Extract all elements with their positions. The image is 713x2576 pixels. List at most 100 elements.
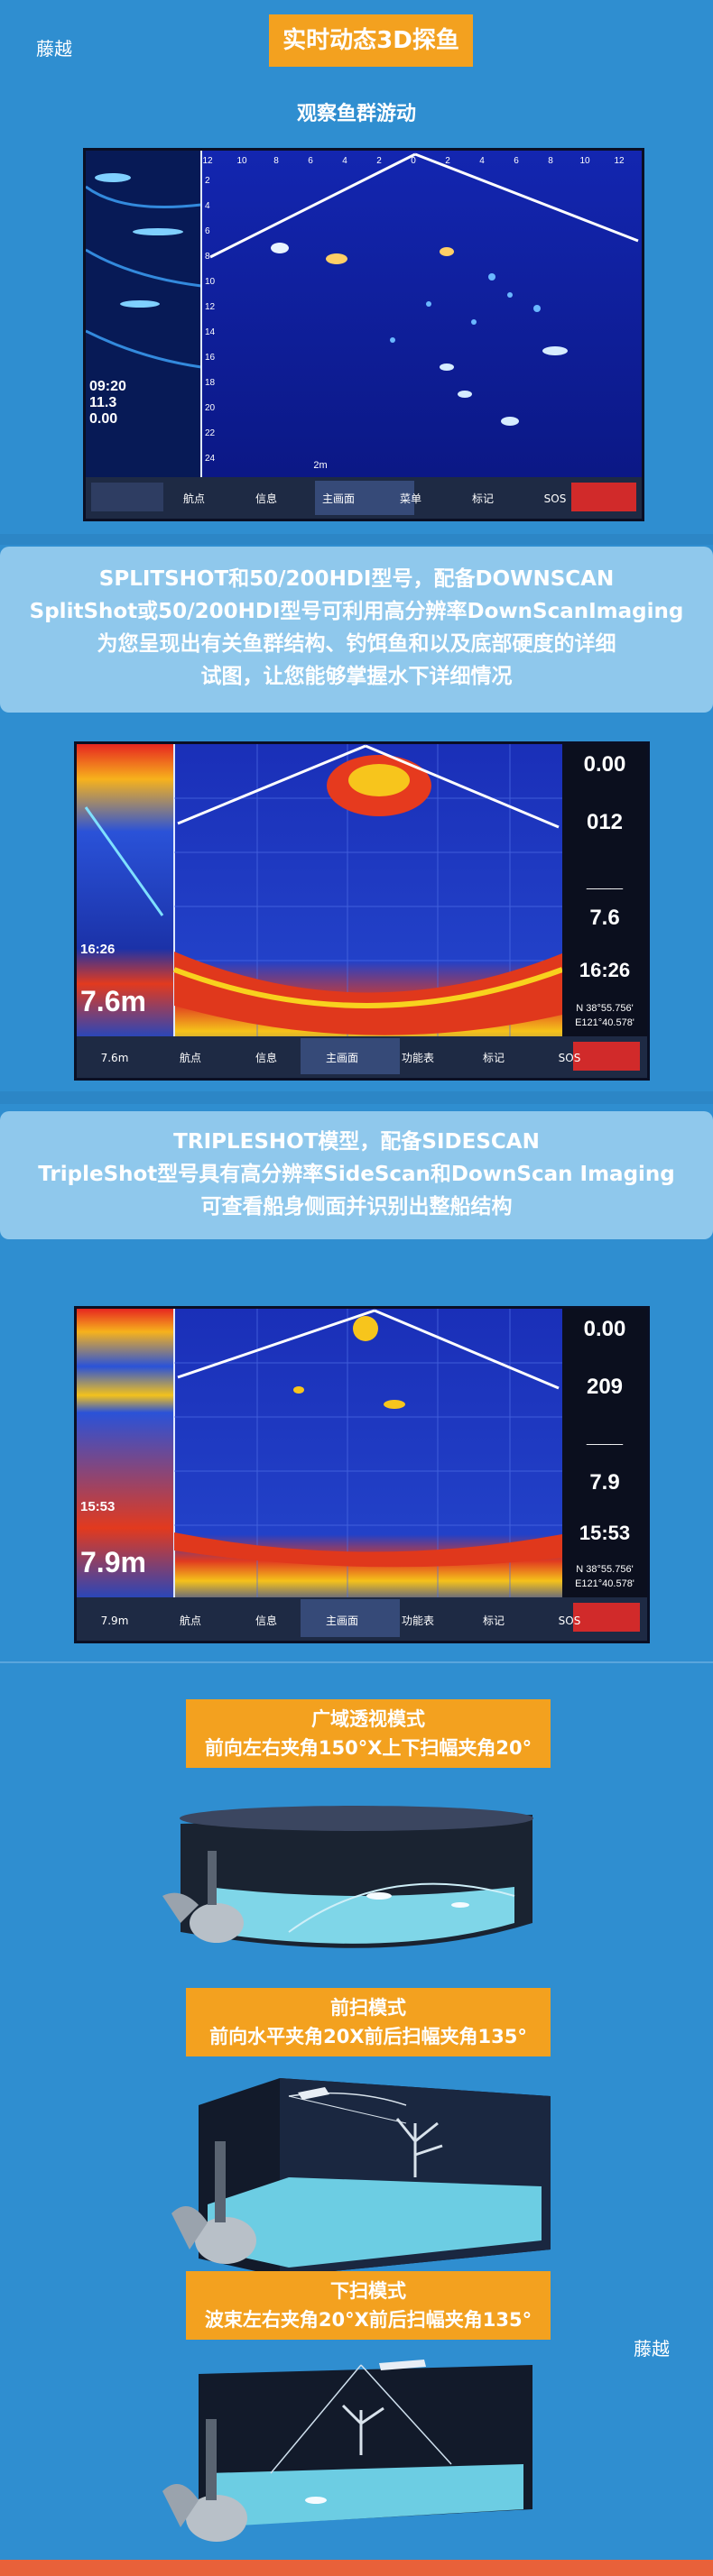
menu-button[interactable]: 7.9m xyxy=(101,1615,129,1627)
sonar-screen-1-graphic: 12 10 8 6 4 2 0 2 4 6 8 10 122468101214161820222409:… xyxy=(86,151,642,519)
section-divider xyxy=(0,534,713,545)
depth-tick-label: 14 xyxy=(205,327,216,337)
mode-tag-forward: 前扫模式 前向水平夹角20X前后扫幅夹角135° xyxy=(186,1988,551,2056)
data-panel-value: 7.9 xyxy=(589,1470,619,1495)
menu-button[interactable]: 主画面 xyxy=(326,1052,358,1064)
menu-button[interactable]: 功能表 xyxy=(402,1615,434,1627)
menu-button[interactable]: 信息 xyxy=(255,1051,277,1064)
data-panel-value: ___ xyxy=(586,1423,624,1448)
mode-tag-down: 下扫模式 波束左右夹角20°X前后扫幅夹角135° xyxy=(186,2271,551,2340)
menu-button[interactable]: 主画面 xyxy=(326,1615,358,1627)
time-readout: 16:26 xyxy=(80,942,115,957)
splitshot-panel: SPLITSHOT和50/200HDI型号，配备DOWNSCAN SplitSh… xyxy=(0,547,713,713)
history-strip xyxy=(77,744,174,1036)
menu-button[interactable]: 菜单 xyxy=(400,492,421,505)
depth-tick-label: 22 xyxy=(205,428,216,438)
beam-right xyxy=(365,744,560,829)
data-panel-value: 0.00 xyxy=(584,752,626,777)
menu-button[interactable]: 标记 xyxy=(483,1615,505,1627)
time-readout: 09:20 xyxy=(89,379,126,394)
range-tick-label: 2 xyxy=(445,156,450,166)
depth-tick-label: 2 xyxy=(205,176,210,186)
splitshot-line-1: SPLITSHOT和50/200HDI型号，配备DOWNSCAN xyxy=(98,567,615,591)
range-tick-label: 4 xyxy=(479,156,485,166)
depth-readout: 7.9m xyxy=(80,1546,146,1578)
history-strip xyxy=(77,1309,174,1597)
range-tick-label: 4 xyxy=(342,156,347,166)
menu-button[interactable]: 功能表 xyxy=(402,1052,434,1064)
sonar-screen-3-graphic: 15:53 7.9m 0.00 209 ___ 7.9 15:53 N 38°55.756' E… xyxy=(77,1309,647,1641)
bottom-contour xyxy=(174,1532,562,1568)
range-tick-label: 8 xyxy=(548,156,553,166)
fish-target xyxy=(542,346,568,355)
menu-button[interactable]: 标记 xyxy=(472,492,494,505)
sonar-screen-2: 16:26 7.6m 0.00 012 ___ 7.6 16:26 N 38°55.756' E… xyxy=(74,741,650,1081)
menu-button[interactable]: SOS xyxy=(559,1615,581,1627)
range-tick-label: 12 xyxy=(202,156,213,166)
depth-tick-label: 4 xyxy=(205,201,210,211)
range-tick-label: 0 xyxy=(411,156,416,166)
fish-target xyxy=(501,417,519,426)
depth-tick-label: 10 xyxy=(205,277,216,287)
data-panel-value: 012 xyxy=(587,810,623,834)
splitshot-line-2: SplitShot或50/200HDI型号可利用高分辨率DownScanImag… xyxy=(29,600,684,623)
menu-button[interactable]: SOS xyxy=(544,492,567,505)
temp-readout: 11.3 xyxy=(89,395,116,410)
fish-target xyxy=(293,1386,304,1394)
beam-right xyxy=(374,1309,560,1390)
tripleshot-line-2: TripleShot型号具有高分辨率SideScan和DownScan Imag… xyxy=(38,1163,675,1186)
range-tick-label: 8 xyxy=(273,156,279,166)
longitude-readout: E121°40.578' xyxy=(575,1017,634,1028)
mode-name: 广域透视模式 xyxy=(311,1708,425,1730)
depth-tick-label: 6 xyxy=(205,226,210,236)
tripleshot-line-1: TRIPLESHOT模型，配备SIDESCAN xyxy=(173,1130,540,1154)
menu-button[interactable]: 7.6m xyxy=(101,1052,129,1064)
data-panel xyxy=(562,1309,647,1597)
latitude-readout: N 38°55.756' xyxy=(576,1564,633,1575)
sonar-screen-2-graphic: 16:26 7.6m 0.00 012 ___ 7.6 16:26 N 38°55.756' E… xyxy=(77,744,647,1078)
fish-target xyxy=(440,247,454,256)
menu-button[interactable]: 标记 xyxy=(483,1052,505,1064)
mode-desc: 前向水平夹角20X前后扫幅夹角135° xyxy=(209,2026,527,2047)
time-readout: 15:53 xyxy=(80,1499,115,1514)
mode-desc: 波束左右夹角20°X前后扫幅夹角135° xyxy=(204,2309,532,2331)
sonar-screen-1: 12 10 8 6 4 2 0 2 4 6 8 10 12 2 4 6 8 10 12 14 16 18 20 22 24 09:… xyxy=(83,148,644,521)
menu-button[interactable]: 信息 xyxy=(255,492,277,505)
beam-left xyxy=(209,152,416,259)
wide-view-illustration xyxy=(162,1806,533,1948)
menu-button[interactable]: SOS xyxy=(559,1052,581,1064)
section-divider xyxy=(0,1091,713,1104)
menu-button[interactable]: 信息 xyxy=(255,1614,277,1627)
footer-bar xyxy=(0,2560,713,2576)
splitshot-line-3: 为您呈现出有关鱼群结构、钓饵鱼和以及底部硬度的详细 xyxy=(97,632,616,656)
brand-logo-bottom: 藤越 xyxy=(634,2338,670,2360)
menu-button[interactable]: 航点 xyxy=(180,1614,201,1627)
beam-right xyxy=(414,152,639,243)
speed-readout: 0.00 xyxy=(89,411,117,427)
beam-left xyxy=(177,744,366,825)
depth-readout: 7.6m xyxy=(80,985,146,1017)
menu-button[interactable]: 航点 xyxy=(183,492,205,505)
data-panel-value: ___ xyxy=(586,868,624,892)
depth-tick-label: 8 xyxy=(205,252,210,262)
fish-school xyxy=(353,1316,378,1341)
range-tick-label: 6 xyxy=(514,156,519,166)
brand-logo-top: 藤越 xyxy=(36,38,72,60)
depth-tick-label: 20 xyxy=(205,403,216,413)
range-tick-label: 6 xyxy=(308,156,313,166)
forward-scan-illustration xyxy=(171,2078,551,2277)
fish-target xyxy=(271,243,289,253)
page-subtitle: 观察鱼群游动 xyxy=(296,103,416,125)
data-panel xyxy=(562,744,647,1036)
history-strip xyxy=(86,151,201,477)
range-tick-label: 2 xyxy=(376,156,382,166)
fish-target xyxy=(458,391,472,398)
data-panel-value: 7.6 xyxy=(589,906,619,930)
menu-button[interactable]: 航点 xyxy=(180,1051,201,1064)
sonar-screen-3: 15:53 7.9m 0.00 209 ___ 7.9 15:53 N 38°55.756' E… xyxy=(74,1306,650,1643)
splitshot-line-4: 试图，让您能够掌握水下详细情况 xyxy=(200,665,513,688)
latitude-readout: N 38°55.756' xyxy=(576,1003,633,1014)
menu-button[interactable]: 主画面 xyxy=(322,492,355,505)
bottom-contour xyxy=(174,952,562,1035)
